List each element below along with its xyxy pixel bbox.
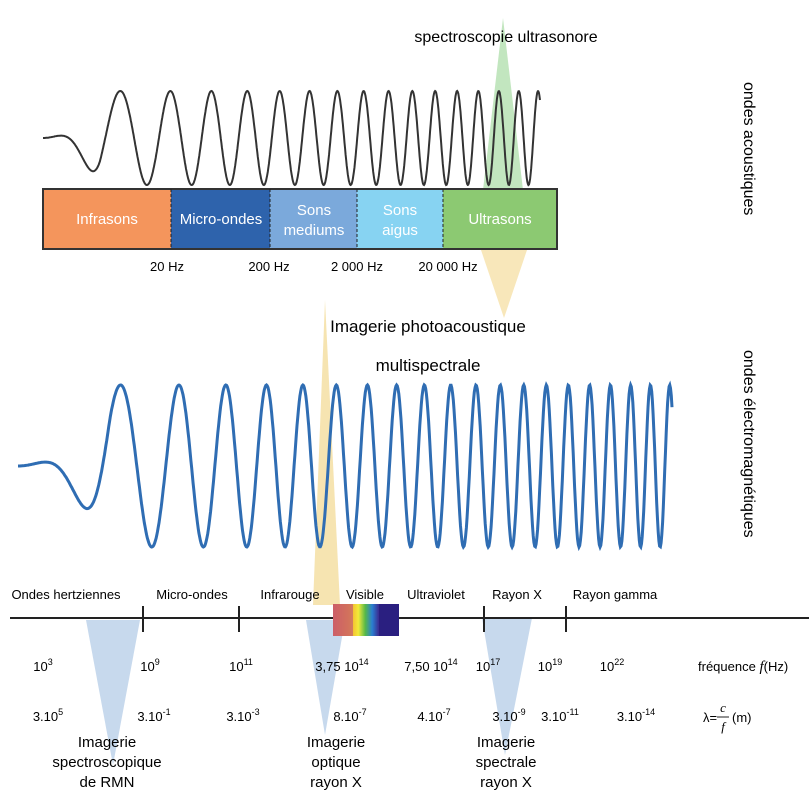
acoustic-band-bar: Infrasons Micro-ondes Sons mediums Sons …: [42, 188, 558, 250]
svg-text:rayon X: rayon X: [310, 774, 362, 791]
wavelength-value: 3.105: [33, 707, 63, 724]
wavelength-value: 8.10-7: [333, 707, 366, 724]
nmr-imaging-label: Imagerie spectroscopique de RMN: [52, 734, 161, 791]
freq-value: 1022: [600, 657, 624, 674]
band-infrasons: [43, 189, 171, 249]
freq-value: 1017: [476, 657, 500, 674]
band-label-micro-ondes: Micro-ondes: [180, 211, 263, 228]
wavelength-value: 4.10-7: [417, 707, 450, 724]
svg-text:λ=: λ=: [703, 710, 717, 725]
em-region-label: Visible: [346, 587, 384, 602]
em-frequency-row: 103 109 1011 3,75 1014 7,50 1014 1017 10…: [33, 657, 788, 675]
em-wavelength-row: 3.105 3.10-1 3.10-3 8.10-7 4.10-7 3.10-9…: [33, 700, 752, 734]
svg-text:optique: optique: [311, 754, 360, 771]
photoacoustic-beam: [313, 300, 340, 605]
em-region-label: Ultraviolet: [407, 587, 465, 602]
optical-xray-beam: [306, 620, 345, 735]
nmr-beam: [86, 620, 140, 765]
wavelength-value: 3.10-11: [541, 707, 579, 724]
photoacoustic-label-line1: Imagerie photoacoustique: [330, 317, 526, 336]
svg-text:f: f: [721, 719, 727, 734]
optical-xray-imaging-label: Imagerie optique rayon X: [307, 734, 365, 791]
band-label-sons-aigus-2: aigus: [382, 222, 418, 239]
freq-axis-label: fréquence f(Hz): [698, 659, 788, 675]
ultrasound-beam-lower: [481, 250, 527, 318]
acoustic-tick-label: 20 Hz: [150, 259, 184, 274]
em-axis: [10, 606, 809, 632]
svg-text:spectrale: spectrale: [476, 754, 537, 771]
em-region-label: Ondes hertziennes: [11, 587, 121, 602]
band-bar-outline: [42, 188, 558, 250]
svg-text:Imagerie: Imagerie: [307, 734, 365, 751]
svg-text:c: c: [720, 700, 726, 715]
wavelength-value: 3.10-14: [617, 707, 655, 724]
band-ultrasons: [443, 189, 557, 249]
freq-value: 109: [140, 657, 159, 674]
lambda-formula: λ= c f (m): [703, 700, 752, 734]
em-region-label: Rayon X: [492, 587, 542, 602]
spectral-xray-imaging-label: Imagerie spectrale rayon X: [476, 734, 537, 791]
band-micro-ondes: [171, 189, 270, 249]
band-label-sons-aigus-1: Sons: [383, 202, 417, 219]
svg-text:Imagerie: Imagerie: [477, 734, 535, 751]
band-sons-aigus: [357, 189, 443, 249]
band-sons-mediums: [270, 189, 357, 249]
svg-text:Imagerie: Imagerie: [78, 734, 136, 751]
acoustic-wave: [43, 89, 541, 187]
acoustic-tick-label: 2 000 Hz: [331, 259, 383, 274]
em-wave: [18, 380, 674, 552]
freq-value: 1019: [538, 657, 562, 674]
svg-text:rayon X: rayon X: [480, 774, 532, 791]
wavelength-value: 3.10-3: [226, 707, 259, 724]
freq-value: 7,50 1014: [404, 657, 457, 674]
spectral-xray-beam: [482, 618, 532, 755]
freq-value: 103: [33, 657, 52, 674]
visible-spectrum-bar: [333, 604, 399, 636]
band-label-sons-mediums-2: mediums: [284, 222, 345, 239]
acoustic-freq-ticks: 20 Hz 200 Hz 2 000 Hz 20 000 Hz: [150, 259, 478, 274]
technique-beams: [86, 18, 532, 765]
photoacoustic-label-line2: multispectrale: [376, 356, 481, 375]
acoustic-tick-label: 200 Hz: [248, 259, 289, 274]
band-label-sons-mediums-1: Sons: [297, 202, 331, 219]
wavelength-value: 3.10-1: [137, 707, 170, 724]
em-region-label: Infrarouge: [260, 587, 319, 602]
svg-text:de RMN: de RMN: [79, 774, 134, 791]
band-label-infrasons: Infrasons: [76, 211, 138, 228]
freq-value: 1011: [229, 657, 253, 674]
svg-text:spectroscopique: spectroscopique: [52, 754, 161, 771]
em-region-labels: Ondes hertziennes Micro-ondes Infrarouge…: [11, 587, 658, 602]
ultrasound-spectroscopy-label: spectroscopie ultrasonore: [414, 29, 597, 46]
band-label-ultrasons: Ultrasons: [468, 211, 531, 228]
acoustic-tick-label: 20 000 Hz: [418, 259, 477, 274]
em-side-label: ondes électromagnétiques: [740, 350, 757, 538]
acoustic-side-label: ondes acoustiques: [740, 82, 757, 215]
svg-text:(m): (m): [732, 710, 752, 725]
em-region-label: Micro-ondes: [156, 587, 228, 602]
wavelength-value: 3.10-9: [492, 707, 525, 724]
em-region-label: Rayon gamma: [573, 587, 658, 602]
freq-value: 3,75 1014: [315, 657, 368, 674]
